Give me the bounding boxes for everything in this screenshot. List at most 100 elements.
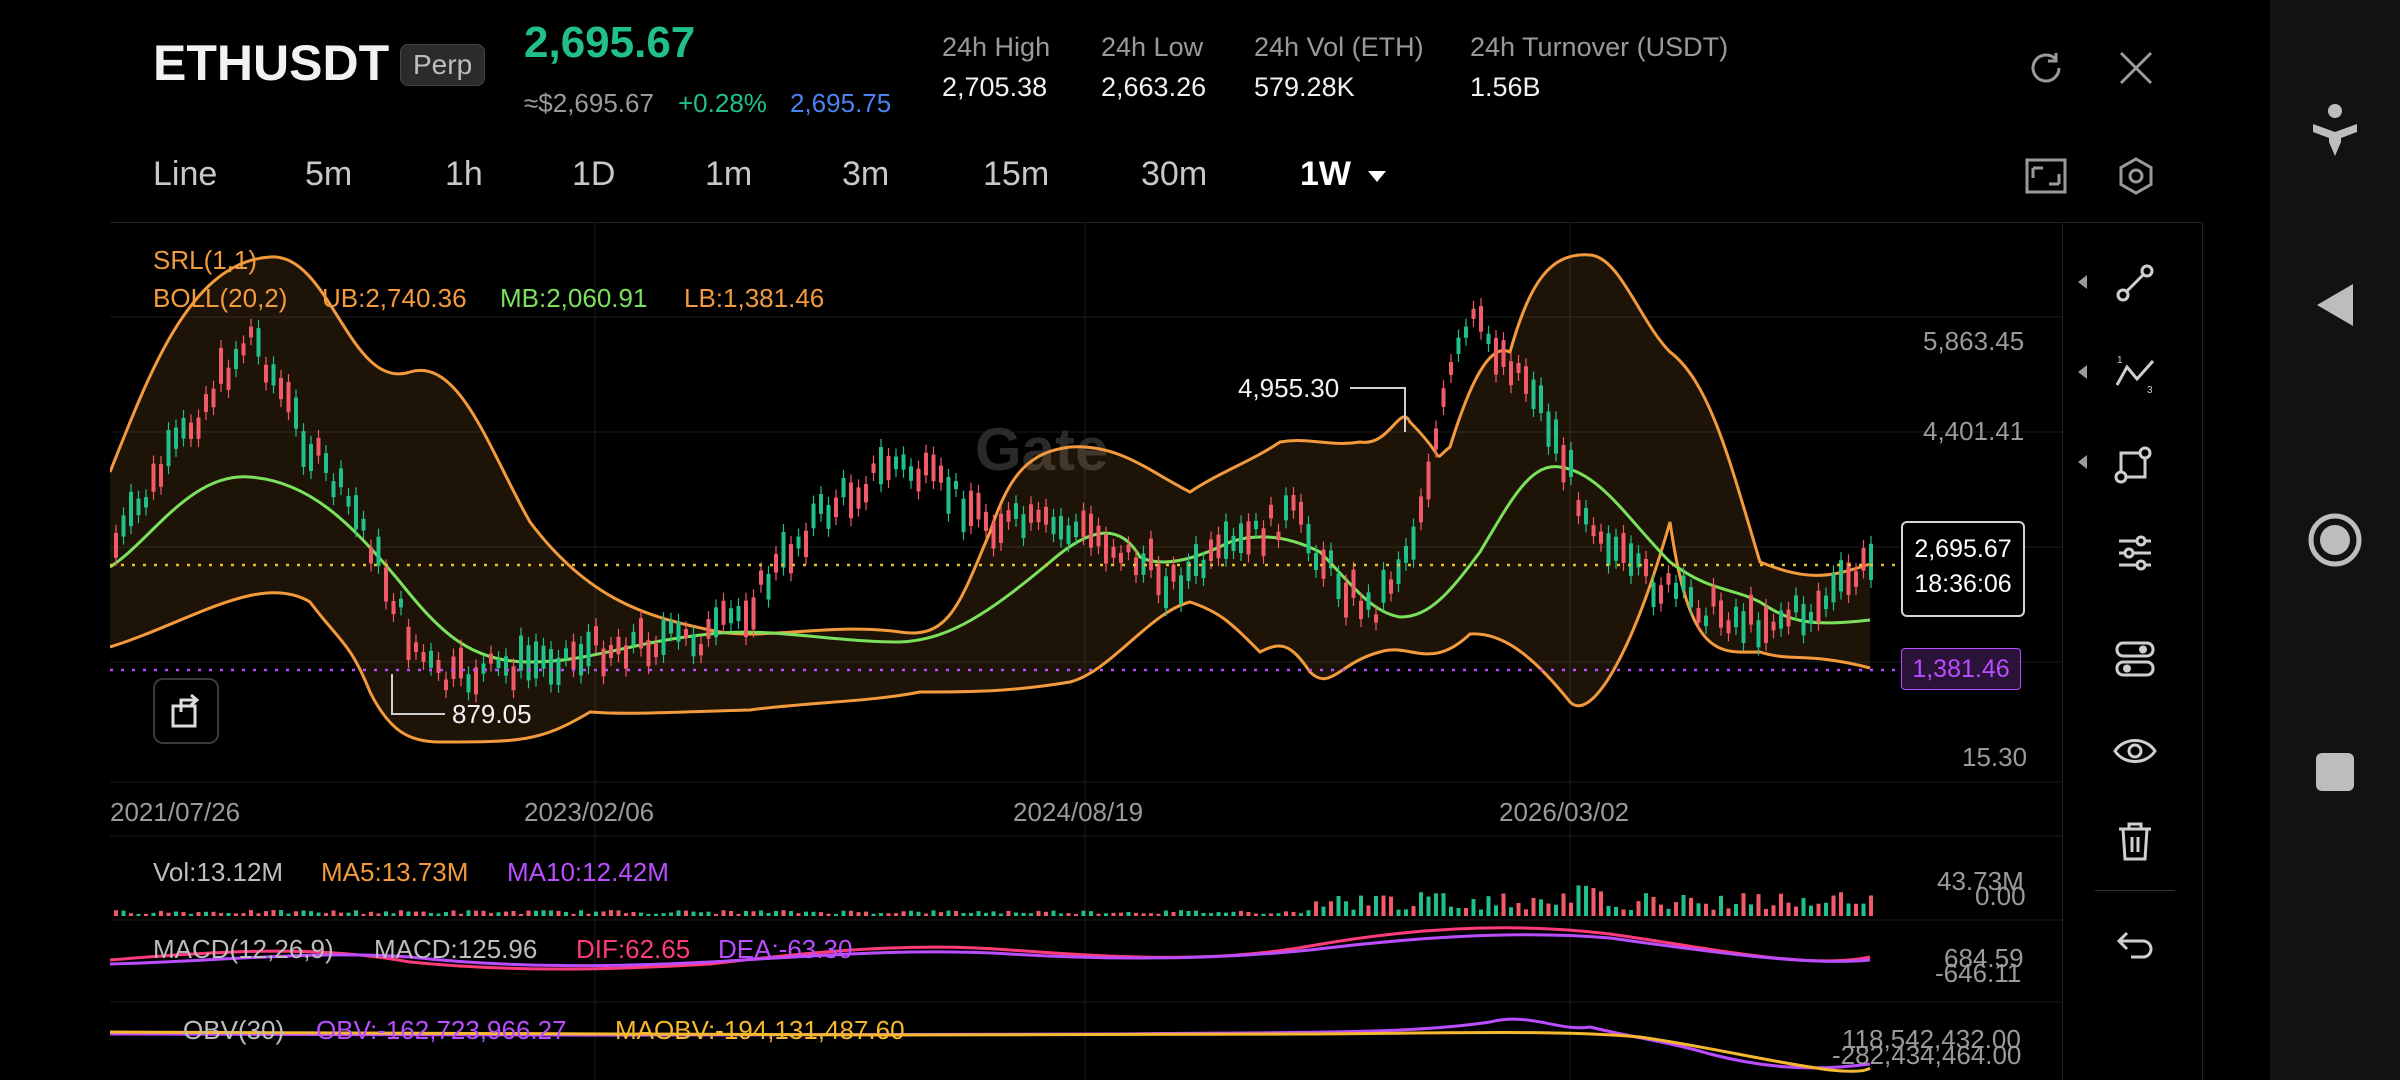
candle-body (1006, 510, 1011, 522)
obv-axis-bottom: -282,434,464.00 (1832, 1040, 2022, 1070)
tab-line[interactable]: Line (153, 155, 218, 193)
expand-arrow-icon[interactable] (2078, 455, 2087, 469)
candle-body (871, 463, 876, 473)
candle-body (1246, 521, 1251, 555)
candle-body (1194, 544, 1198, 577)
back-nav-icon[interactable] (2305, 275, 2365, 335)
candle-body (1599, 531, 1603, 544)
tab-1d[interactable]: 1D (572, 155, 616, 193)
toolbar-divider (2095, 890, 2175, 891)
candle-body (1449, 362, 1453, 376)
candle-body (226, 367, 231, 390)
candle-body (1344, 582, 1348, 618)
shape-tool[interactable] (2095, 428, 2175, 498)
volume-bar (1539, 899, 1543, 916)
volume-bar (429, 912, 433, 916)
home-nav-icon[interactable] (2305, 510, 2365, 570)
volume-bar (886, 913, 891, 916)
tab-5m[interactable]: 5m (305, 155, 353, 193)
volume-bar (1726, 908, 1731, 916)
volume-bar (1006, 910, 1011, 916)
volume-bar (1471, 899, 1476, 916)
expand-arrow-icon[interactable] (2078, 365, 2087, 379)
accessibility-icon[interactable] (2305, 100, 2365, 160)
tab-3m[interactable]: 3m (842, 155, 890, 193)
volume-bar (1756, 894, 1761, 916)
volume-bar (1749, 904, 1753, 916)
volume-bar (466, 910, 471, 916)
refresh-icon[interactable] (2020, 42, 2072, 94)
candle-body (159, 464, 163, 487)
volume-bar (1516, 903, 1521, 916)
visibility-tool[interactable] (2095, 716, 2175, 786)
volume-bar (1426, 896, 1431, 916)
volume-bar (1306, 910, 1311, 916)
maobv-line (110, 1030, 1871, 1073)
candle-body (181, 417, 186, 439)
price-chart[interactable]: Gate (110, 222, 2062, 1080)
tab-1w[interactable]: 1W (1300, 155, 1387, 194)
volume-bar (174, 911, 178, 916)
candle-body (1464, 326, 1468, 338)
volume-bar (1066, 913, 1071, 916)
candle-body (1351, 569, 1356, 598)
volume-bar (946, 910, 951, 916)
volume-bar (1741, 893, 1746, 916)
adjust-tool[interactable] (2095, 518, 2175, 588)
recents-nav-icon[interactable] (2305, 742, 2365, 802)
volume-bar (159, 910, 163, 916)
volume-bar (1576, 885, 1581, 916)
obv-title: OBV(30) (183, 1015, 285, 1045)
candle-body (444, 679, 448, 691)
boll-middle-band (110, 465, 1871, 664)
candle-body (1839, 560, 1843, 592)
candle-body (1509, 361, 1513, 386)
candle-body (616, 636, 621, 655)
candle-body (901, 454, 906, 470)
share-button[interactable] (153, 678, 219, 744)
candle-body (1261, 528, 1266, 556)
volume-bar (586, 913, 591, 916)
lb-price-tag: 1,381.46 (1901, 648, 2021, 690)
volume-bar (871, 913, 876, 916)
candle-body (264, 364, 268, 383)
undo-tool[interactable] (2095, 910, 2175, 980)
candle-body (504, 656, 508, 676)
volume-bar (1479, 909, 1483, 916)
volume-bar (1096, 913, 1101, 916)
volume-bar (129, 913, 133, 916)
volume-bar (834, 913, 838, 916)
obv-value: OBV:-162,723,966.27 (316, 1015, 567, 1045)
tab-15m[interactable]: 15m (983, 155, 1050, 193)
volume-bar (264, 911, 268, 916)
volume-bar (1156, 913, 1161, 916)
close-icon[interactable] (2110, 42, 2162, 94)
expand-arrow-icon[interactable] (2078, 275, 2087, 289)
candle-body (459, 647, 463, 679)
stat-label-low: 24h Low (1101, 32, 1204, 62)
volume-bar (1501, 893, 1506, 916)
trendline-tool[interactable] (2095, 248, 2175, 318)
volume-bar (1351, 909, 1356, 916)
tab-1m[interactable]: 1m (705, 155, 753, 193)
volume-bar (1449, 906, 1453, 916)
tab-1h[interactable]: 1h (445, 155, 483, 193)
fullscreen-icon[interactable] (2020, 150, 2072, 202)
toggle-tool[interactable] (2095, 624, 2175, 694)
candle-body (969, 490, 973, 527)
delete-tool[interactable] (2095, 806, 2175, 876)
candle-body (234, 349, 238, 370)
vol-axis-bottom: 0.00 (1975, 881, 2026, 911)
settings-icon[interactable] (2110, 150, 2162, 202)
volume-bar (1074, 913, 1078, 916)
volume-bar (1149, 913, 1153, 916)
candle-body (586, 631, 591, 667)
candle-body (1216, 534, 1221, 559)
candle-body (204, 394, 208, 412)
tab-30m[interactable]: 30m (1141, 155, 1208, 193)
candle-body (1044, 506, 1048, 525)
usd-price: ≈$2,695.67 (524, 88, 654, 118)
candle-body (1014, 503, 1018, 519)
stat-label-vol: 24h Vol (ETH) (1254, 32, 1424, 62)
